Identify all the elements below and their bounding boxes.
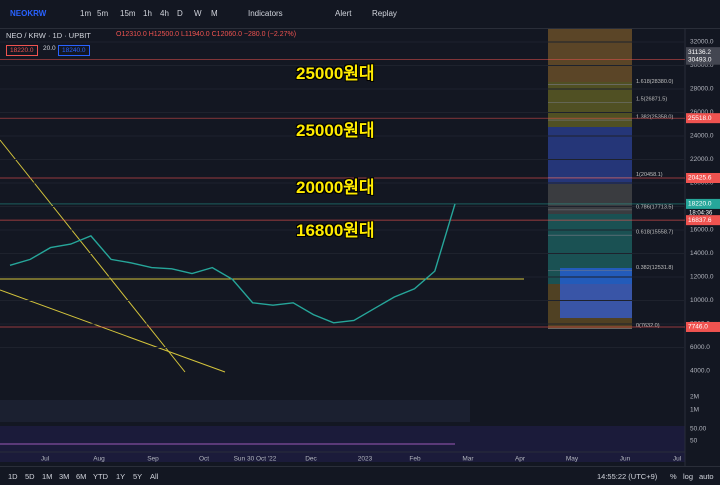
fib-label: 0(7632.0) xyxy=(636,323,660,329)
range-button[interactable]: 1Y xyxy=(116,472,126,481)
logo[interactable]: NEOKRW xyxy=(10,9,47,18)
price-label-bg xyxy=(686,113,720,124)
y-tick-label: 20000.0 xyxy=(690,180,714,187)
toolbar: NEOKRW 1m 5m 15m 1h 4h D W M Indicators Alert R… xyxy=(0,0,720,29)
annotation: 16800원대 xyxy=(296,221,375,240)
clock: 14:55:22 (UTC+9) xyxy=(597,472,658,481)
rsi-tick-label: 50 xyxy=(690,438,698,445)
fib-label: 0.618(15558.7) xyxy=(636,230,673,236)
y-tick-label: 10000.0 xyxy=(690,297,714,304)
interval-button[interactable]: D xyxy=(177,9,183,18)
x-tick-label: Dec xyxy=(305,456,317,463)
range-button[interactable]: 1M xyxy=(42,472,53,481)
price-label-bg xyxy=(686,198,720,209)
price-label: 7746.0 xyxy=(688,324,708,331)
interval-button[interactable]: 4h xyxy=(160,9,169,18)
fib-label: 1.618(28380.0) xyxy=(636,79,673,85)
y-tick-label: 16000.0 xyxy=(690,227,714,234)
volume-pane xyxy=(0,400,470,422)
bid[interactable]: 18220.0 xyxy=(6,45,38,56)
annotation: 25000원대 xyxy=(296,64,375,83)
interval-button[interactable]: 5m xyxy=(97,9,109,18)
percent-toggle[interactable]: % xyxy=(670,472,677,481)
price-label: 18220.0 xyxy=(688,201,712,208)
spread: 20.0 xyxy=(43,45,56,52)
x-tick-label: Jul xyxy=(673,456,682,463)
x-tick-label: Feb xyxy=(409,456,421,463)
y-tick-label: 6000.0 xyxy=(690,344,710,351)
volume-tick-label: 2M xyxy=(690,394,699,401)
range-button[interactable]: 1D xyxy=(8,472,18,481)
range-button[interactable]: 5Y xyxy=(133,472,143,481)
interval-button[interactable]: 1h xyxy=(143,9,152,18)
price-label-bg xyxy=(686,215,720,226)
fib-zone xyxy=(548,184,632,214)
volume-tick-label: 1M xyxy=(690,407,699,414)
fib-label: 0.786(17713.5) xyxy=(636,204,673,210)
ohlc: O12310.0 H12500.0 L11940.0 C12060.0 −280… xyxy=(116,31,297,38)
countdown: 18:04:36 xyxy=(689,210,713,216)
price-label: 31136.2 xyxy=(688,49,711,56)
bottom-bar: 1D 5D 1M 3M 6M YTD 1Y 5Y All 14:55:22 (UTC+9) % … xyxy=(0,466,720,485)
indicators-button[interactable]: Indicators xyxy=(248,9,283,18)
symbol-name: NEO / KRW · 1D · UPBIT xyxy=(6,31,91,40)
range-button[interactable]: 6M xyxy=(76,472,87,481)
range-button[interactable]: YTD xyxy=(93,472,108,481)
x-tick-label: Apr xyxy=(515,456,526,463)
y-tick-label: 32000.0 xyxy=(690,39,714,46)
price-label: 16837.6 xyxy=(688,217,712,224)
annotation: 20000원대 xyxy=(296,178,375,197)
y-tick-label: 22000.0 xyxy=(690,156,714,163)
price-label: 30493.0 xyxy=(688,56,712,63)
y-tick-label: 14000.0 xyxy=(690,250,714,257)
log-toggle[interactable]: log xyxy=(683,472,694,481)
price-label-bg xyxy=(686,54,720,65)
replay-button[interactable]: Replay xyxy=(372,9,397,18)
interval-button[interactable]: 1m xyxy=(80,9,92,18)
interval-button[interactable]: M xyxy=(211,9,218,18)
price-label-bg xyxy=(686,47,720,58)
annotation: 25000원대 xyxy=(296,121,375,140)
y-tick-label: 30000.0 xyxy=(690,62,714,69)
y-tick-label: 12000.0 xyxy=(690,274,714,281)
x-tick-label: Aug xyxy=(93,456,105,463)
volume-tick-label: 4000.0 xyxy=(690,368,710,375)
x-tick-label: Mar xyxy=(462,456,474,463)
interval-button[interactable]: 15m xyxy=(120,9,136,18)
x-tick-label: Jul xyxy=(41,456,50,463)
x-tick-label: Sun 30 Oct '22 xyxy=(234,456,277,463)
range-button[interactable]: 5D xyxy=(25,472,35,481)
y-tick-label: 26000.0 xyxy=(690,109,714,116)
price-label: 25518.0 xyxy=(688,115,712,122)
ask[interactable]: 18240.0 xyxy=(58,45,90,56)
price-label: 20425.6 xyxy=(688,175,712,182)
price-label-bg xyxy=(686,172,720,183)
interval-button[interactable]: W xyxy=(194,9,202,18)
fib-label: 1.5(26871.5) xyxy=(636,97,667,103)
price-line xyxy=(9,203,456,324)
y-tick-label: 28000.0 xyxy=(690,86,714,93)
fib-zone xyxy=(548,26,632,82)
fib-label: 1.382(25358.0) xyxy=(636,114,673,120)
trend-line xyxy=(0,289,226,373)
x-tick-label: 2023 xyxy=(358,456,373,463)
alert-button[interactable]: Alert xyxy=(335,9,352,18)
x-tick-label: Sep xyxy=(147,456,159,463)
x-tick-label: Jun xyxy=(620,456,631,463)
x-tick-label: May xyxy=(566,456,579,463)
auto-toggle[interactable]: auto xyxy=(699,472,714,481)
range-button[interactable]: 3M xyxy=(59,472,70,481)
range-button[interactable]: All xyxy=(150,472,159,481)
fib-label: 1(20458.1) xyxy=(636,172,663,178)
y-tick-label: 24000.0 xyxy=(690,133,714,140)
fib-label: 0.382(12531.8) xyxy=(636,265,673,271)
x-tick-label: Oct xyxy=(199,456,209,463)
rsi-tick-label: 50.00 xyxy=(690,426,707,433)
price-label-bg xyxy=(686,321,720,332)
trend-line xyxy=(0,139,186,373)
volume-profile xyxy=(560,268,632,318)
